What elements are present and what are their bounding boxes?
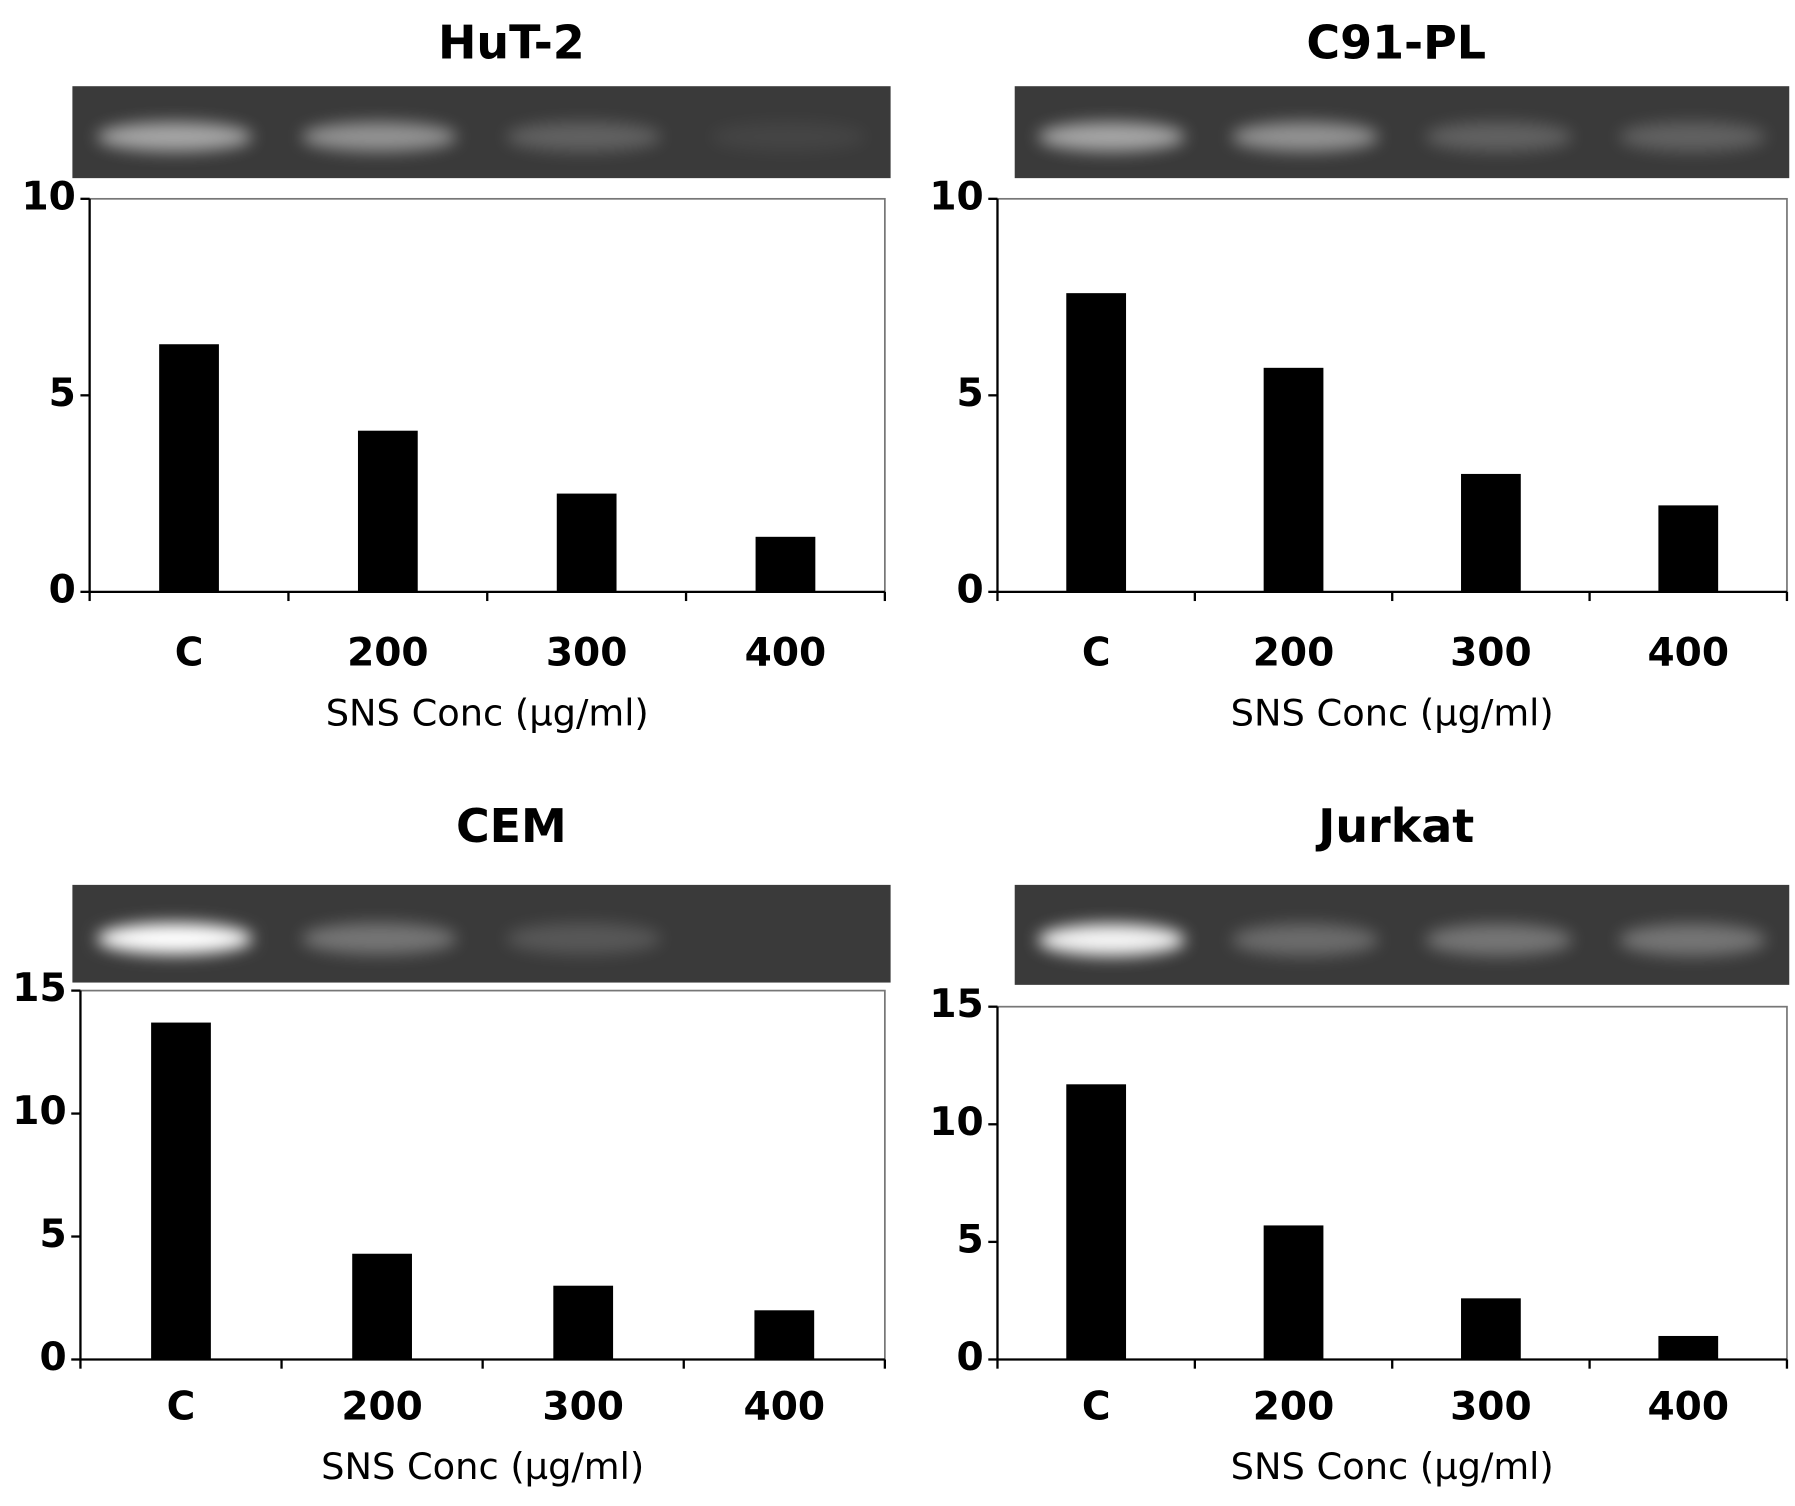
y-tick-label: 5 bbox=[957, 1217, 984, 1262]
gel-band bbox=[1231, 122, 1379, 152]
x-tick-label: 300 bbox=[546, 631, 628, 676]
x-axis-label: SNS Conc (µg/ml) bbox=[326, 691, 649, 734]
x-tick-label: 200 bbox=[1253, 631, 1335, 676]
x-tick-label: 400 bbox=[745, 631, 827, 676]
bar bbox=[159, 344, 219, 592]
y-tick-label: 10 bbox=[929, 174, 983, 219]
y-tick-label: 10 bbox=[929, 1100, 983, 1145]
gel-band bbox=[96, 122, 253, 152]
bar bbox=[755, 536, 816, 592]
y-tick-label: 5 bbox=[49, 371, 76, 416]
plot-area bbox=[88, 197, 886, 593]
gel-band bbox=[1037, 122, 1186, 152]
x-tick-label: C bbox=[1082, 631, 1111, 676]
gel-band bbox=[1425, 122, 1573, 152]
gel-band bbox=[1231, 923, 1379, 956]
bar bbox=[1461, 473, 1521, 592]
y-tick-label: 15 bbox=[929, 982, 983, 1027]
x-tick-label: 300 bbox=[1450, 631, 1532, 676]
x-axis-label: SNS Conc (µg/ml) bbox=[1231, 691, 1554, 734]
x-axis-label: SNS Conc (µg/ml) bbox=[1231, 1445, 1554, 1488]
x-tick-label: C bbox=[167, 1384, 196, 1429]
y-tick-label: 5 bbox=[957, 371, 984, 416]
chart-title: Jurkat bbox=[1315, 799, 1474, 853]
bar bbox=[1658, 1335, 1719, 1360]
y-tick-label: 10 bbox=[21, 174, 75, 219]
panel: CEM 0 5 10 15 C 200 300 400 SNS Conc (µg/ml) bbox=[12, 799, 891, 1488]
chart-title: CEM bbox=[456, 799, 567, 853]
y-tick-label: 10 bbox=[12, 1089, 66, 1134]
gel-band bbox=[96, 922, 253, 955]
x-tick-label: C bbox=[1082, 1384, 1111, 1429]
y-tick-label: 0 bbox=[957, 1335, 984, 1380]
y-tick-label: 0 bbox=[49, 567, 76, 612]
gel-band bbox=[1425, 923, 1573, 956]
y-tick-label: 5 bbox=[39, 1212, 66, 1257]
bar bbox=[1263, 1225, 1324, 1360]
chart-title: HuT-2 bbox=[438, 15, 585, 69]
plot-area bbox=[79, 989, 886, 1361]
bar bbox=[1066, 293, 1127, 592]
y-tick-label: 0 bbox=[957, 567, 984, 612]
chart-title: C91-PL bbox=[1306, 15, 1486, 69]
x-tick-label: 300 bbox=[1450, 1384, 1532, 1429]
bar bbox=[357, 430, 418, 592]
bar bbox=[1658, 505, 1719, 592]
bar bbox=[553, 1285, 614, 1360]
x-tick-label: C bbox=[175, 631, 204, 676]
gel-band bbox=[1618, 923, 1767, 956]
panel: HuT-2 0 5 10 C 200 300 400 SNS Conc (µg/ml) bbox=[21, 15, 891, 734]
panel: C91-PL 0 5 10 C 200 300 400 SNS Conc (µg/ml) bbox=[929, 15, 1790, 734]
gel-band bbox=[301, 122, 457, 152]
gel-band bbox=[301, 922, 457, 955]
bar bbox=[556, 493, 617, 592]
gel-band bbox=[1037, 923, 1186, 956]
bar bbox=[1066, 1084, 1127, 1360]
panel: Jurkat 0 5 10 15 C 200 300 400 SNS Conc (µg/ml) bbox=[929, 799, 1790, 1488]
x-tick-label: 200 bbox=[341, 1384, 423, 1429]
bar bbox=[151, 1022, 211, 1360]
gel-band bbox=[1618, 122, 1767, 152]
bar bbox=[1263, 367, 1324, 592]
gel-band bbox=[710, 122, 867, 152]
x-tick-label: 400 bbox=[1647, 1384, 1729, 1429]
x-tick-label: 400 bbox=[744, 1384, 826, 1429]
gel-band bbox=[506, 122, 662, 152]
x-tick-label: 200 bbox=[347, 631, 429, 676]
x-tick-label: 400 bbox=[1647, 631, 1729, 676]
y-tick-label: 0 bbox=[39, 1335, 66, 1380]
gel-band bbox=[506, 922, 662, 955]
bar bbox=[352, 1253, 412, 1360]
x-tick-label: 300 bbox=[542, 1384, 624, 1429]
x-tick-label: 200 bbox=[1253, 1384, 1335, 1429]
bar bbox=[754, 1310, 815, 1360]
y-tick-label: 15 bbox=[12, 966, 66, 1011]
bar bbox=[1461, 1298, 1521, 1360]
x-axis-label: SNS Conc (µg/ml) bbox=[321, 1445, 644, 1488]
